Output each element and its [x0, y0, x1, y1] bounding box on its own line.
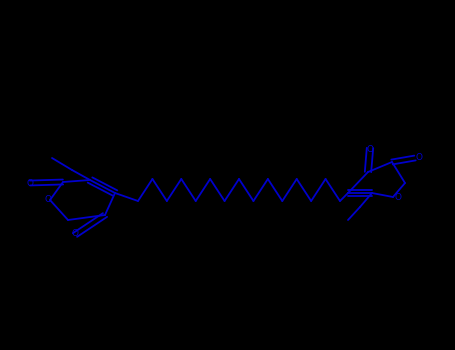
Text: O: O — [366, 145, 374, 154]
Text: O: O — [26, 178, 34, 188]
Text: O: O — [44, 196, 51, 204]
Text: O: O — [394, 193, 401, 202]
Text: O: O — [415, 154, 422, 162]
Text: O: O — [71, 229, 79, 238]
